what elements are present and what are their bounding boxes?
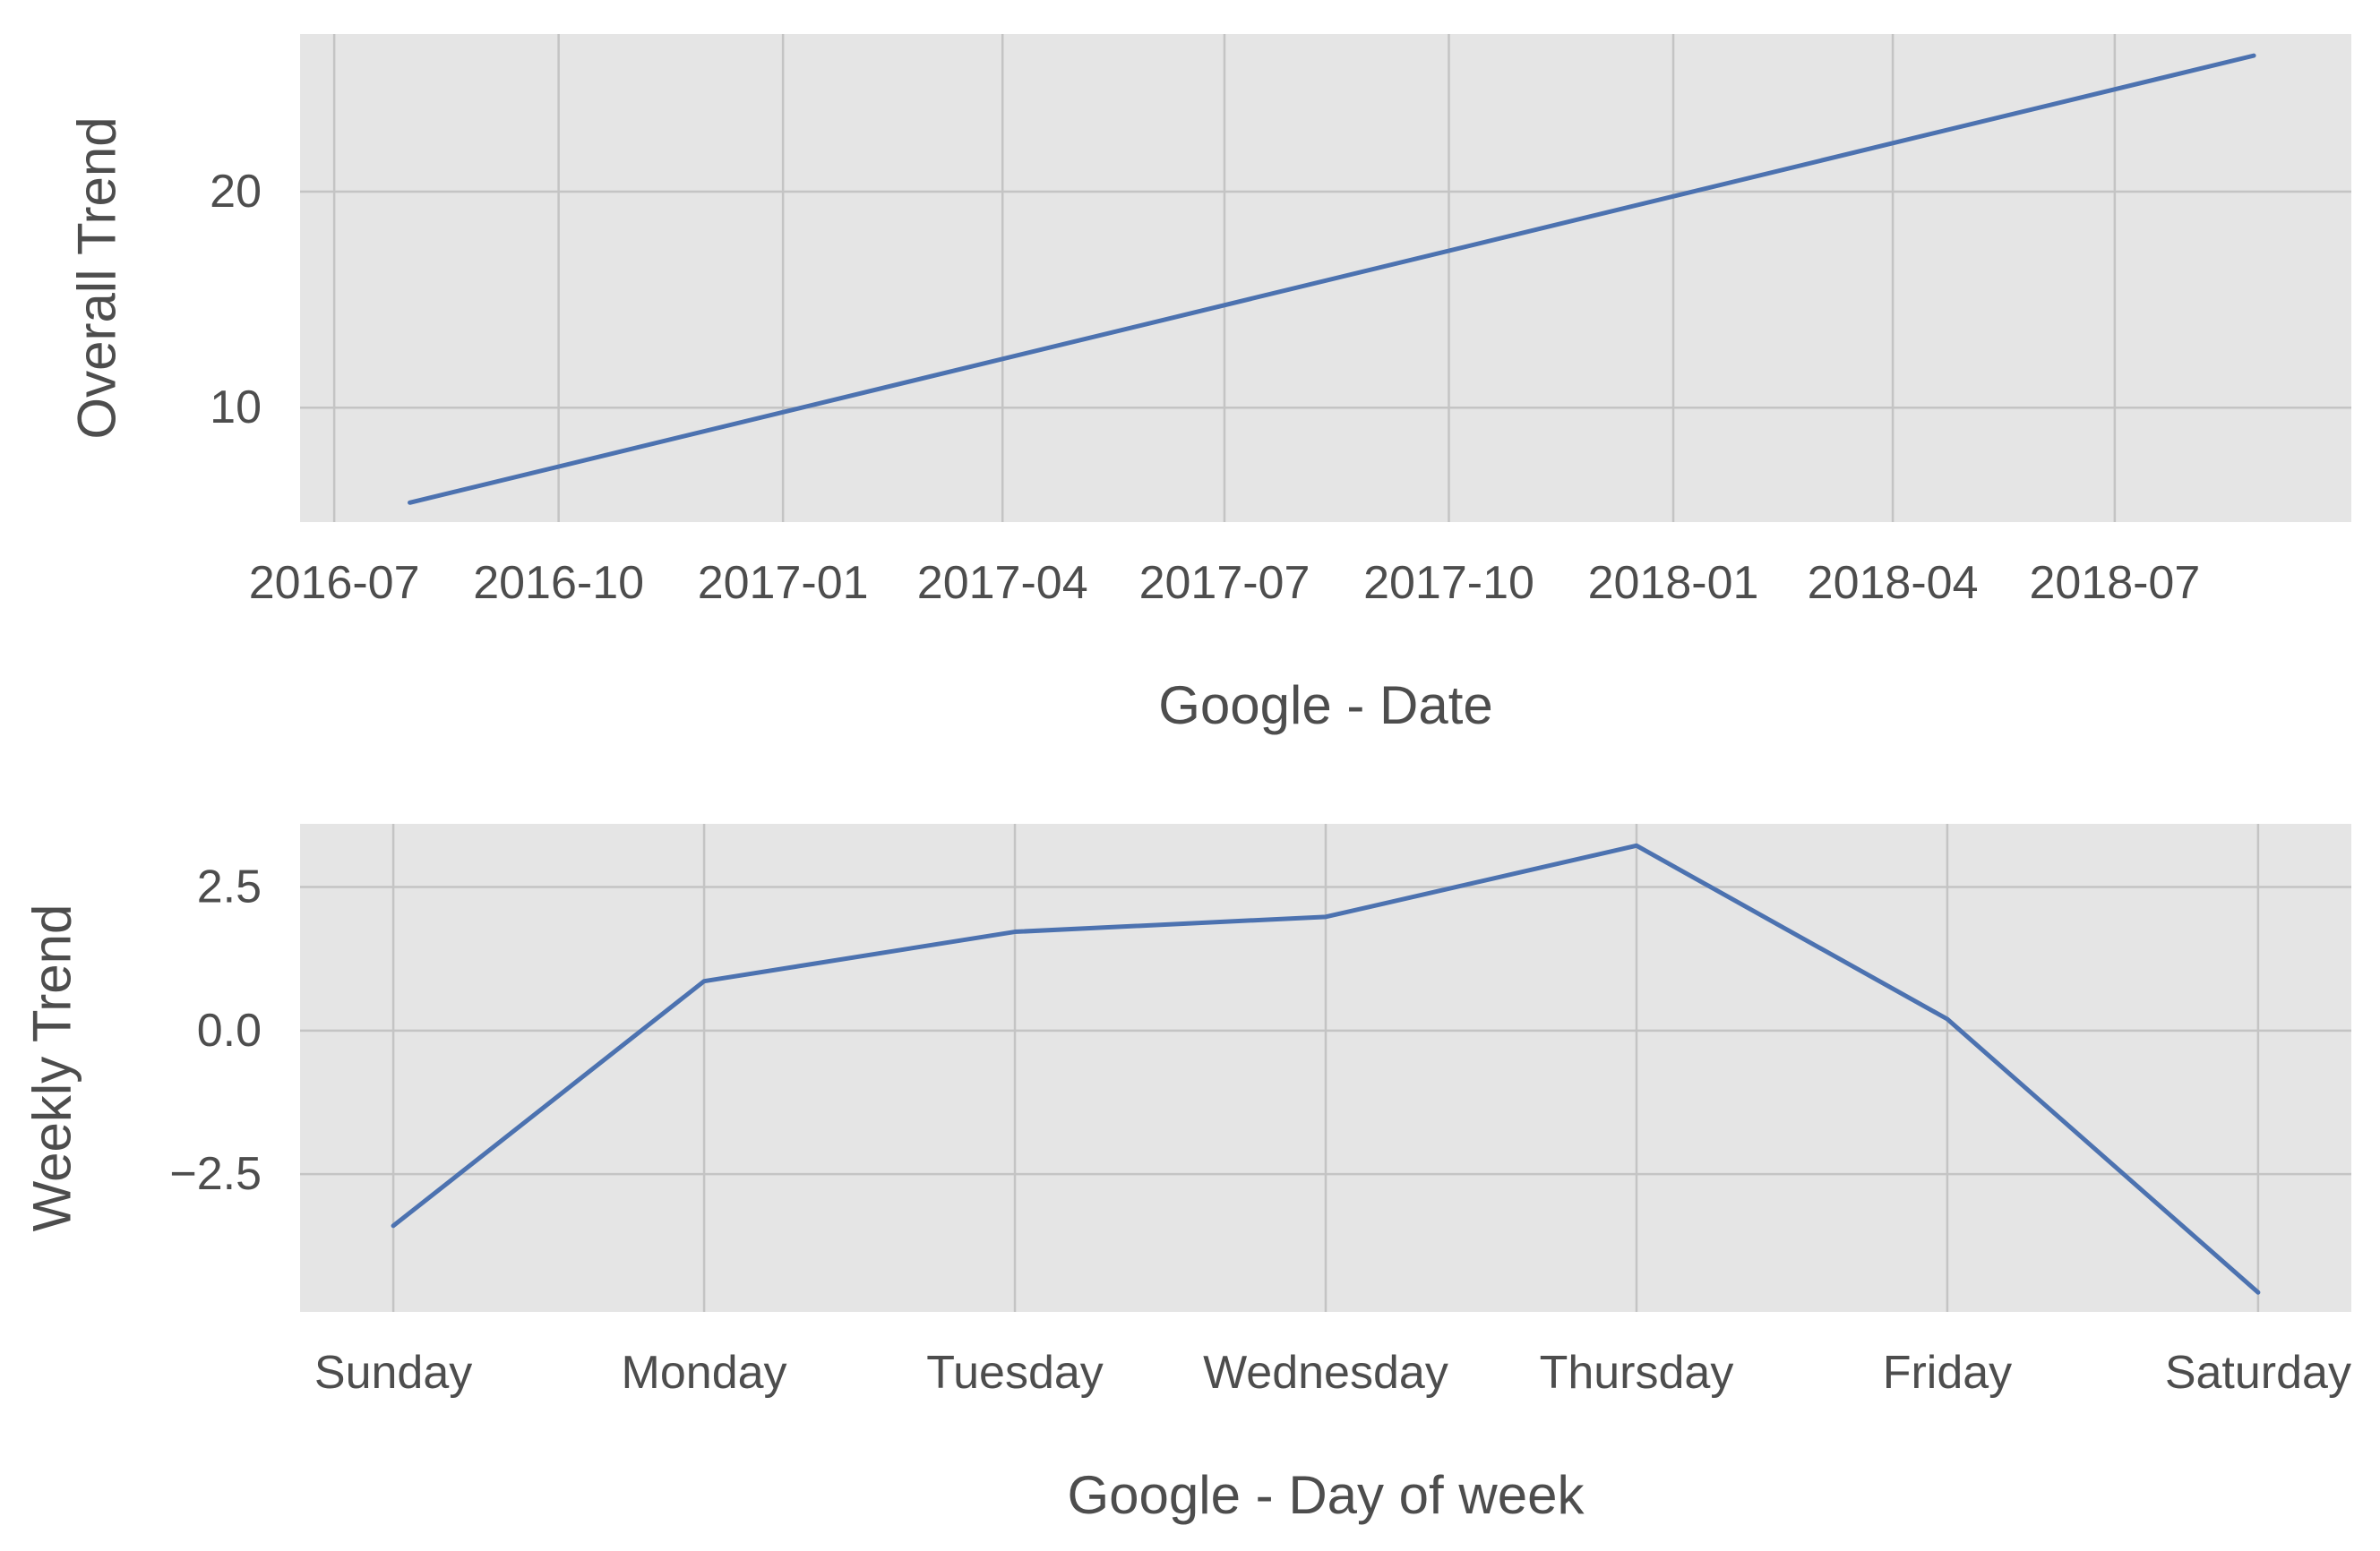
x-tick-label: Sunday: [314, 1347, 472, 1399]
data-point: [701, 979, 707, 984]
y-tick-labels: 10 20: [210, 166, 262, 433]
grid: [300, 34, 2351, 522]
x-tick-label: 2018-04: [1808, 557, 1979, 609]
x-tick-label: 2017-04: [917, 557, 1088, 609]
series-line: [391, 843, 2261, 1295]
x-tick-label: 2017-07: [1139, 557, 1310, 609]
data-point: [1323, 914, 1328, 920]
data-point: [408, 500, 413, 505]
x-tick-labels: 2016-07 2016-10 2017-01 2017-04 2017-07 2017-…: [249, 557, 2201, 609]
y-tick-label: −2.5: [169, 1148, 262, 1200]
data-point: [2255, 1290, 2261, 1295]
x-tick-labels: Sunday Monday Tuesday Wednesday Thursday Frid…: [314, 1347, 2351, 1399]
x-tick-label: 2017-01: [698, 557, 869, 609]
y-axis-title: Overall Trend: [67, 116, 127, 439]
data-point: [2251, 53, 2256, 58]
x-tick-label: Friday: [1883, 1347, 2012, 1399]
y-tick-label: 2.5: [197, 861, 262, 913]
chart-panel-2: Sunday Monday Tuesday Wednesday Thursday Frid…: [22, 824, 2351, 1525]
y-tick-label: 10: [210, 381, 262, 433]
y-tick-label: 0.0: [197, 1005, 262, 1057]
x-tick-label: 2016-10: [473, 557, 644, 609]
data-point: [1012, 930, 1018, 935]
x-tick-label: 2018-07: [2029, 557, 2200, 609]
x-tick-label: 2016-07: [249, 557, 420, 609]
x-tick-label: Thursday: [1540, 1347, 1734, 1399]
data-point: [1634, 843, 1639, 848]
x-tick-label: Wednesday: [1203, 1347, 1448, 1399]
x-tick-label: Monday: [622, 1347, 787, 1399]
y-axis-title: Weekly Trend: [22, 904, 82, 1232]
x-axis-title: Google - Date: [1158, 675, 1493, 735]
data-point: [391, 1223, 396, 1229]
data-point: [1945, 1016, 1950, 1022]
x-tick-label: 2018-01: [1588, 557, 1759, 609]
x-tick-label: Tuesday: [926, 1347, 1104, 1399]
x-axis-title: Google - Day of week: [1068, 1465, 1585, 1525]
x-tick-label: 2017-10: [1363, 557, 1534, 609]
y-tick-labels: −2.5 0.0 2.5: [169, 861, 262, 1201]
x-tick-label: Saturday: [2165, 1347, 2351, 1399]
series-line: [408, 53, 2256, 505]
y-tick-label: 20: [210, 166, 262, 218]
chart-panel-1: 2016-07 2016-10 2017-01 2017-04 2017-07 2017-…: [67, 34, 2351, 735]
